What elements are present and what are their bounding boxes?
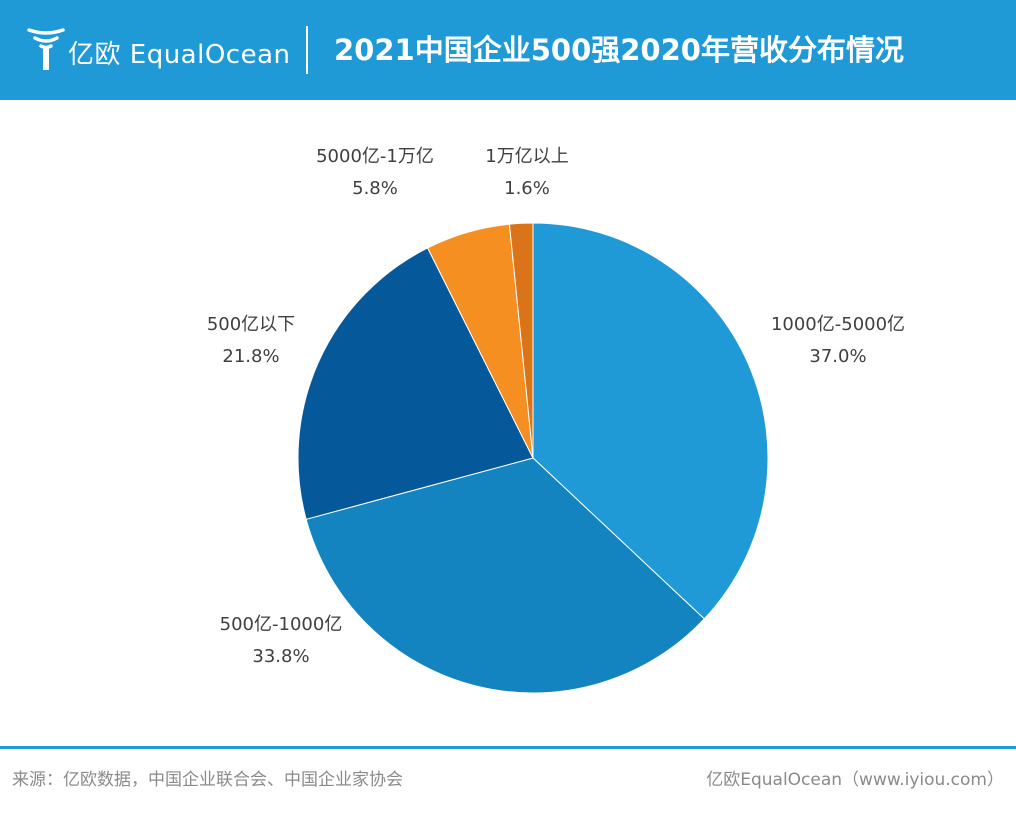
header-bar: 亿欧 EqualOcean 2021中国企业500强2020年营收分布情况 <box>0 0 1016 100</box>
slice-value-label: 5.8% <box>352 178 398 199</box>
slice-category-label: 5000亿-1万亿 <box>316 146 434 167</box>
slice-category-label: 500亿以下 <box>207 314 295 335</box>
slice-value-label: 21.8% <box>222 346 279 367</box>
source-note: 来源：亿欧数据，中国企业联合会、中国企业家协会 <box>12 770 403 790</box>
pie-slice <box>532 222 769 620</box>
logo-text: 亿欧 EqualOcean <box>68 40 291 70</box>
page-title: 2021中国企业500强2020年营收分布情况 <box>334 33 904 67</box>
slice-value-label: 1.6% <box>504 178 550 199</box>
slice-category-label: 1000亿-5000亿 <box>771 314 905 335</box>
footer-divider <box>0 746 1016 749</box>
equalocean-logo-icon <box>27 28 65 70</box>
pie-chart: 1000亿-5000亿 37.0% 500亿-1000亿 33.8% 500亿以下 21.… <box>207 146 905 694</box>
header-divider <box>306 26 308 74</box>
slice-value-label: 37.0% <box>809 346 866 367</box>
slice-value-label: 33.8% <box>252 646 309 667</box>
slice-category-label: 1万亿以上 <box>485 146 568 167</box>
pie-slice <box>297 247 534 520</box>
pie-slice <box>305 457 706 694</box>
brand-credit: 亿欧EqualOcean（www.iyiou.com） <box>706 770 1004 790</box>
slice-category-label: 500亿-1000亿 <box>220 614 343 635</box>
pie-slice <box>508 222 534 459</box>
